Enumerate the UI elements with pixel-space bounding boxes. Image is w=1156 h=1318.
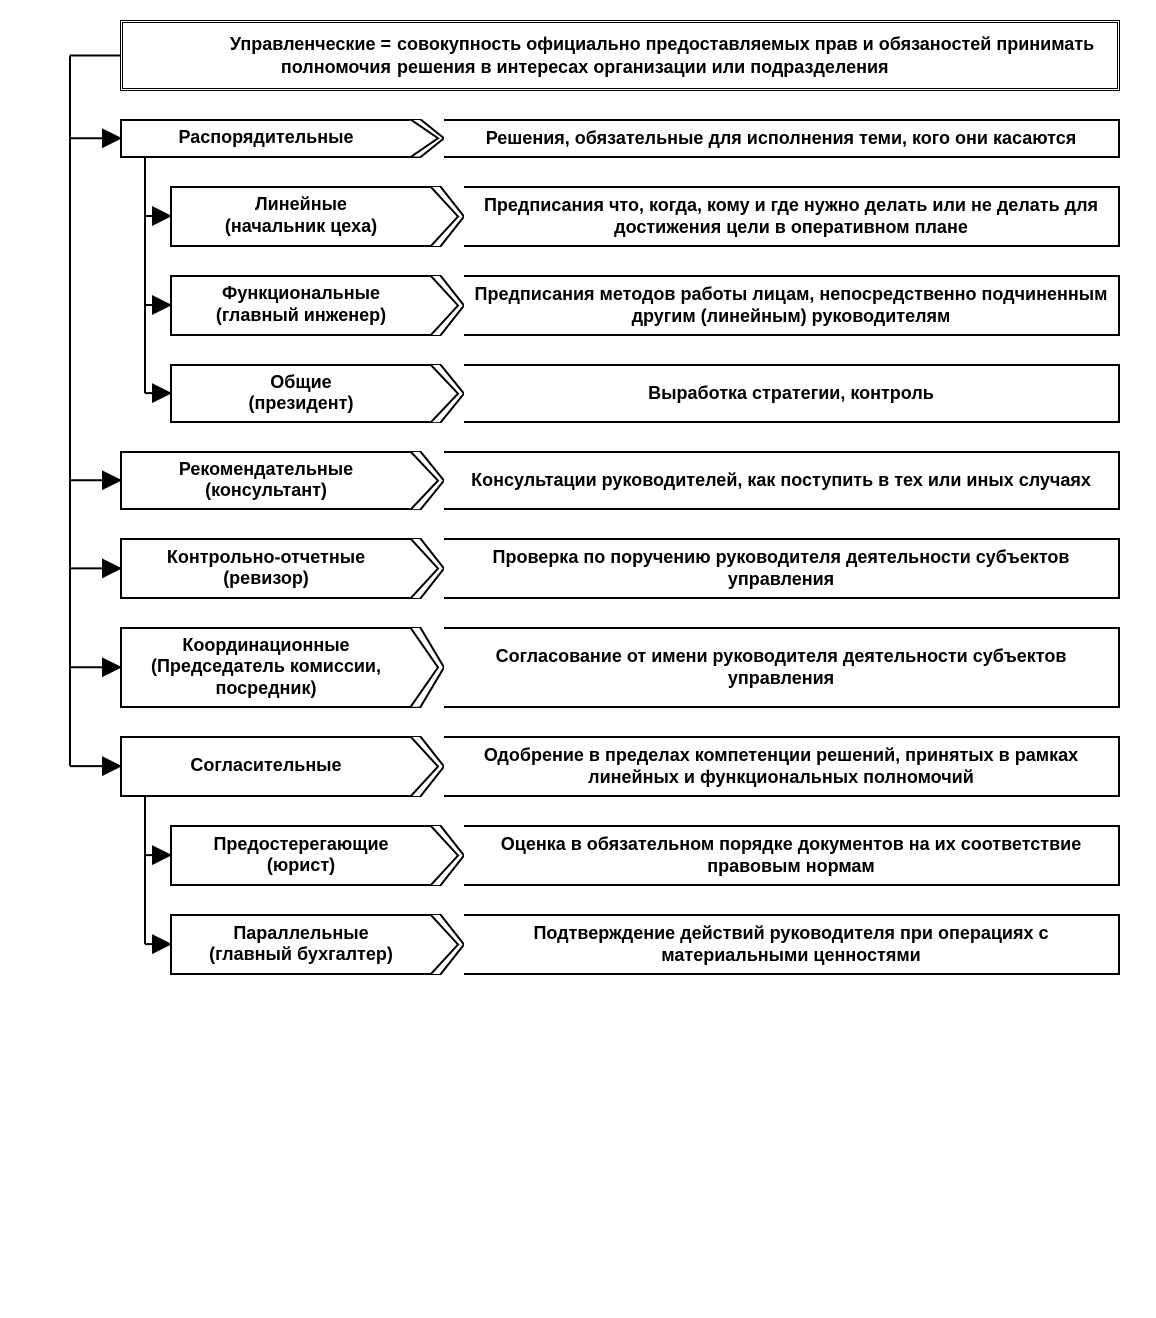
desc-rekomendatelnye: Консультации руководителей, как поступит… bbox=[444, 451, 1120, 510]
label-obschie: Общие(президент) bbox=[170, 364, 430, 423]
label-kontrolno: Контрольно-отчетные(ревизор) bbox=[120, 538, 410, 599]
row-koordinatsionnye: Координационные(Председатель комиссии, п… bbox=[120, 627, 1120, 708]
row-lineynye: Линейные(начальник цеха) Предписания что,… bbox=[170, 186, 1120, 247]
label-text: Предостерегающие bbox=[180, 834, 422, 856]
label-text: Линейные bbox=[180, 194, 422, 216]
label-koordinatsionnye: Координационные(Председатель комиссии, п… bbox=[120, 627, 410, 708]
chevron-icon bbox=[410, 451, 444, 510]
label-subtext: (главный бухгалтер) bbox=[180, 944, 422, 966]
desc-soglasitelnye: Одобрение в пределах компетенции решений… bbox=[444, 736, 1120, 797]
label-parallelnye: Параллельные(главный бухгалтер) bbox=[170, 914, 430, 975]
label-lineynye: Линейные(начальник цеха) bbox=[170, 186, 430, 247]
desc-predosteregayushie: Оценка в обязательном порядке документов… bbox=[464, 825, 1120, 886]
chevron-icon bbox=[410, 538, 444, 599]
desc-funktsionalnye: Предписания методов работы лицам, непоср… bbox=[464, 275, 1120, 336]
chevron-icon bbox=[430, 914, 464, 975]
chevron-icon bbox=[410, 627, 444, 708]
chevron-icon bbox=[410, 119, 444, 158]
label-text: Функциональные bbox=[180, 283, 422, 305]
label-subtext: (юрист) bbox=[180, 855, 422, 877]
row-predosteregayushie: Предостерегающие(юрист) Оценка в обязател… bbox=[170, 825, 1120, 886]
label-subtext: (начальник цеха) bbox=[180, 216, 422, 238]
desc-rasporyaditelnye: Решения, обязательные для исполнения тем… bbox=[444, 119, 1120, 158]
chevron-icon bbox=[430, 186, 464, 247]
label-subtext: (консультант) bbox=[130, 480, 402, 502]
label-soglasitelnye: Согласительные bbox=[120, 736, 410, 797]
desc-koordinatsionnye: Согласование от имени руководителя деяте… bbox=[444, 627, 1120, 708]
row-rekomendatelnye: Рекомендательные(консультант) Консультаци… bbox=[120, 451, 1120, 510]
row-rasporyaditelnye: Распорядительные Решения, обязательные дл… bbox=[120, 119, 1120, 158]
chevron-icon bbox=[430, 275, 464, 336]
label-text: Согласительные bbox=[130, 755, 402, 777]
header-box: Управленческие = полномочия совокупность… bbox=[120, 20, 1120, 91]
label-text: Контрольно-отчетные bbox=[130, 547, 402, 569]
row-funktsionalnye: Функциональные(главный инженер) Предписан… bbox=[170, 275, 1120, 336]
desc-lineynye: Предписания что, когда, кому и где нужно… bbox=[464, 186, 1120, 247]
chevron-icon bbox=[430, 825, 464, 886]
desc-parallelnye: Подтверждение действий руководителя при … bbox=[464, 914, 1120, 975]
desc-kontrolno: Проверка по поручению руководителя деяте… bbox=[444, 538, 1120, 599]
label-rekomendatelnye: Рекомендательные(консультант) bbox=[120, 451, 410, 510]
header-right: совокупность официально предоставляемых … bbox=[397, 33, 1103, 78]
label-rasporyaditelnye: Распорядительные bbox=[120, 119, 410, 158]
label-predosteregayushie: Предостерегающие(юрист) bbox=[170, 825, 430, 886]
label-subtext: (ревизор) bbox=[130, 568, 402, 590]
label-text: Координационные bbox=[130, 635, 402, 657]
desc-obschie: Выработка стратегии, контроль bbox=[464, 364, 1120, 423]
rows-container: Распорядительные Решения, обязательные дл… bbox=[20, 119, 1136, 975]
flowchart: Управленческие = полномочия совокупность… bbox=[20, 20, 1136, 975]
label-text: Параллельные bbox=[180, 923, 422, 945]
label-subtext: (Председатель комиссии, посредник) bbox=[130, 656, 402, 699]
label-funktsionalnye: Функциональные(главный инженер) bbox=[170, 275, 430, 336]
header-left-line2: полномочия bbox=[281, 57, 391, 77]
row-soglasitelnye: Согласительные Одобрение в пределах компе… bbox=[120, 736, 1120, 797]
row-kontrolno: Контрольно-отчетные(ревизор) Проверка по … bbox=[120, 538, 1120, 599]
label-text: Общие bbox=[180, 372, 422, 394]
row-parallelnye: Параллельные(главный бухгалтер) Подтвержд… bbox=[170, 914, 1120, 975]
label-subtext: (главный инженер) bbox=[180, 305, 422, 327]
header-left-line1: Управленческие = bbox=[230, 34, 391, 54]
chevron-icon bbox=[410, 736, 444, 797]
label-subtext: (президент) bbox=[180, 393, 422, 415]
row-obschie: Общие(президент) Выработка стратегии, кон… bbox=[170, 364, 1120, 423]
header-left: Управленческие = полномочия bbox=[137, 33, 397, 78]
label-text: Рекомендательные bbox=[130, 459, 402, 481]
chevron-icon bbox=[430, 364, 464, 423]
label-text: Распорядительные bbox=[130, 127, 402, 149]
